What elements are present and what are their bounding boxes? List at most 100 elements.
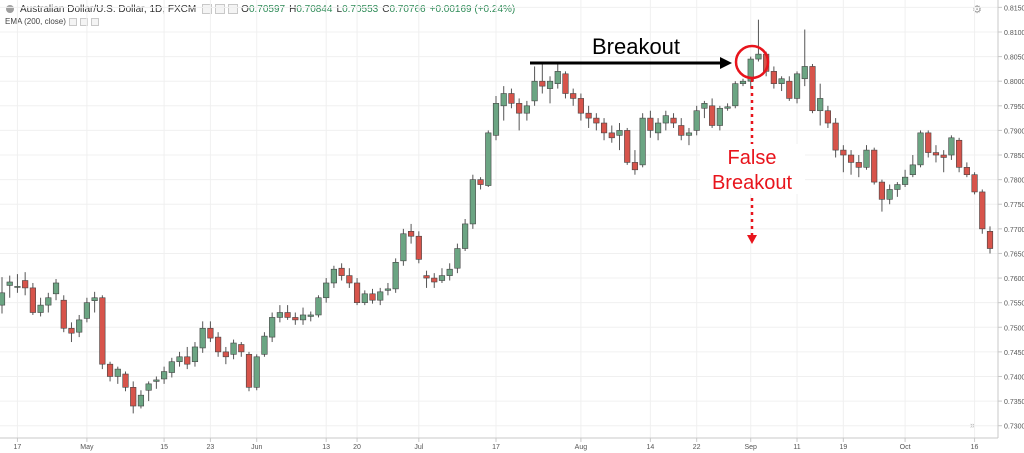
candle-up (52, 279, 60, 301)
candle-down (68, 322, 75, 343)
candle-down (184, 346, 191, 370)
candle-up (83, 297, 90, 323)
indicator-close-button[interactable] (90, 17, 99, 26)
double-chevron-right-icon[interactable]: » (970, 420, 976, 430)
grid-lines (0, 0, 998, 438)
time-tick-label: 11 (793, 444, 800, 451)
indicator-settings-button[interactable] (79, 17, 88, 26)
candle-body (894, 184, 901, 190)
candle-body (932, 152, 940, 156)
settings-small-button[interactable] (215, 4, 226, 14)
candle-body (137, 394, 145, 407)
indicator-eye-button[interactable] (68, 17, 77, 26)
candle-body (523, 105, 530, 114)
candle-up (817, 83, 824, 126)
time-tick-label: 17 (492, 444, 500, 451)
candle-body (492, 103, 500, 136)
candle-body (315, 297, 322, 316)
candle-body (83, 302, 90, 319)
false-breakout-label-line1: False (728, 147, 777, 169)
candle-down (562, 71, 569, 99)
candle-body (269, 317, 276, 338)
candle-body (577, 98, 584, 114)
candle-body (184, 356, 191, 365)
candle-body (593, 117, 600, 124)
candle-body (539, 80, 546, 87)
gear-icon[interactable]: ⚙ (972, 4, 982, 16)
candle-down (600, 118, 608, 141)
close-small-button[interactable] (228, 4, 239, 14)
candle-body (709, 105, 716, 126)
candle-down (245, 351, 253, 392)
candle-up (91, 291, 98, 313)
candle-body (871, 149, 878, 183)
candle-body (238, 344, 245, 353)
candle-up (948, 135, 955, 160)
candle-body (22, 280, 29, 289)
candle-body (423, 275, 430, 279)
candle-body (469, 179, 476, 225)
candle-body (338, 267, 345, 276)
candle-down (130, 381, 137, 414)
low-value: 0.70553 (342, 3, 379, 15)
candle-up (253, 354, 260, 391)
candle-body (878, 181, 886, 200)
open-label: O (241, 3, 249, 15)
time-tick-label: Jul (414, 444, 423, 451)
candle-body (37, 304, 44, 313)
candle-down (60, 295, 67, 333)
candle-down (477, 177, 484, 190)
candle-down (809, 63, 816, 114)
candle-up (902, 169, 909, 188)
candle-body (516, 103, 523, 114)
time-tick-label: Aug (575, 444, 588, 451)
candle-body (500, 93, 507, 107)
candle-body (168, 361, 175, 373)
candle-up (462, 219, 469, 251)
time-tick-label: 14 (646, 444, 654, 451)
candle-body (191, 346, 199, 363)
candle-body (377, 291, 384, 301)
candle-up (307, 311, 314, 322)
false-breakout-label-bg (700, 144, 805, 194)
candle-body (446, 268, 453, 276)
candle-up (492, 95, 500, 141)
candle-down (932, 145, 940, 163)
candle-down (871, 147, 878, 185)
candle-down (878, 179, 886, 212)
symbol-title[interactable]: Australian Dollar/U.S. Dollar, 1D, FXCM (20, 3, 197, 15)
candle-down (508, 88, 515, 109)
candle-down (346, 268, 353, 288)
candle-down (408, 223, 415, 244)
indicator-label[interactable]: EMA (200, close) (5, 17, 66, 26)
time-tick-label: 23 (207, 444, 215, 451)
candle-body (770, 71, 777, 84)
candle-up (693, 105, 700, 136)
candle-down (986, 226, 994, 254)
candle-body (979, 191, 986, 230)
candle-body (832, 122, 839, 151)
candle-up (361, 290, 368, 306)
candle-body (716, 107, 723, 126)
eye-toggle-button[interactable] (202, 4, 213, 14)
candle-down (608, 125, 615, 143)
candle-down (593, 113, 600, 131)
candle-down (99, 295, 106, 370)
breakout-label: Breakout (592, 34, 680, 59)
candle-body (462, 223, 469, 249)
candle-body (477, 179, 484, 185)
candle-body (809, 66, 816, 112)
false-breakout-label-line2: Breakout (712, 172, 792, 194)
candle-down (570, 88, 577, 106)
candle-body (963, 167, 970, 176)
candle-body (624, 130, 631, 163)
close-value: 0.70766 (389, 3, 426, 15)
candle-body (454, 248, 461, 269)
